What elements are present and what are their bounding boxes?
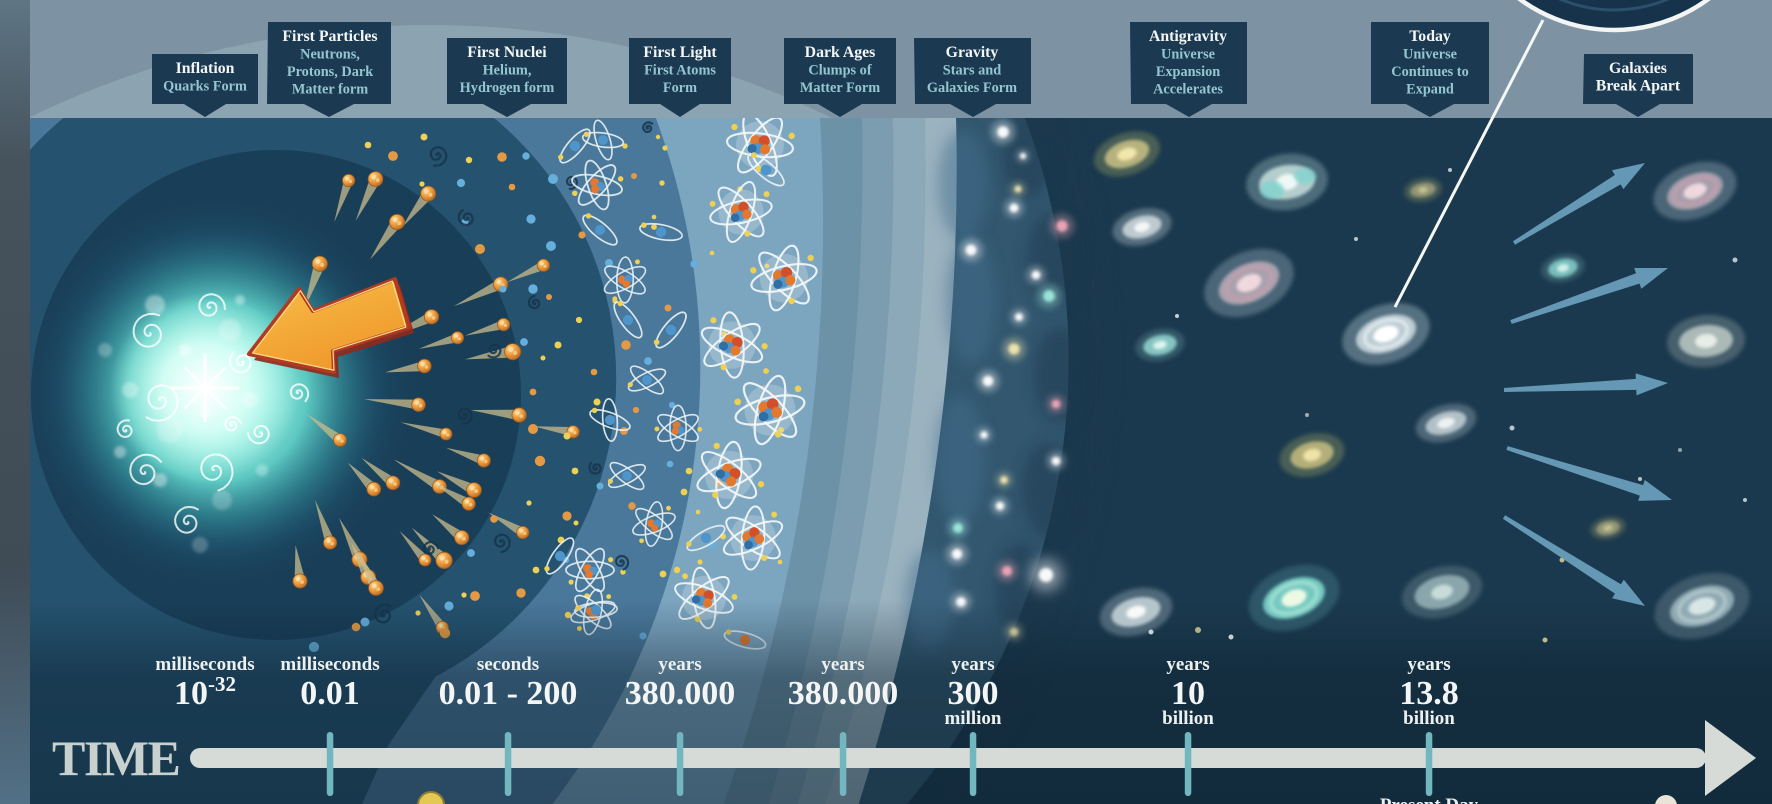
svg-text:years: years (821, 654, 864, 675)
svg-text:First Particles: First Particles (282, 28, 377, 45)
svg-text:0.01: 0.01 (300, 675, 360, 712)
svg-text:Stars and: Stars and (943, 63, 1001, 79)
svg-text:Protons, Dark: Protons, Dark (287, 64, 373, 80)
svg-text:380.000: 380.000 (788, 675, 899, 712)
svg-text:Clumps of: Clumps of (808, 63, 871, 79)
svg-text:TIME: TIME (52, 730, 179, 786)
svg-text:billion: billion (1403, 708, 1455, 729)
svg-text:Inflation: Inflation (176, 60, 235, 77)
svg-text:Present Day: Present Day (1380, 795, 1479, 804)
svg-text:milliseconds: milliseconds (155, 654, 254, 675)
svg-text:Neutrons,: Neutrons, (300, 47, 360, 63)
svg-text:300: 300 (948, 675, 999, 712)
svg-text:Matter form: Matter form (292, 82, 368, 98)
svg-text:0.01 - 200: 0.01 - 200 (439, 675, 578, 712)
svg-text:Antigravity: Antigravity (1149, 28, 1227, 45)
svg-text:Continues to: Continues to (1391, 64, 1468, 80)
svg-text:seconds: seconds (477, 654, 539, 675)
svg-text:13.8: 13.8 (1399, 675, 1459, 712)
svg-text:Accelerates: Accelerates (1153, 82, 1223, 98)
svg-text:billion: billion (1162, 708, 1214, 729)
svg-text:Quarks Form: Quarks Form (163, 79, 247, 95)
svg-text:million: million (944, 708, 1001, 729)
svg-text:Form: Form (663, 80, 697, 96)
svg-text:Galaxies Form: Galaxies Form (927, 80, 1017, 96)
svg-text:Matter Form: Matter Form (800, 80, 880, 96)
svg-text:First Nuclei: First Nuclei (467, 44, 547, 61)
svg-text:First Light: First Light (643, 44, 717, 61)
svg-text:Today: Today (1409, 28, 1451, 45)
svg-text:Helium,: Helium, (483, 63, 532, 79)
svg-text:Expand: Expand (1406, 82, 1454, 98)
svg-text:Gravity: Gravity (946, 44, 999, 61)
svg-text:Hydrogen form: Hydrogen form (460, 80, 555, 96)
svg-text:Universe: Universe (1403, 47, 1457, 63)
svg-text:Dark Ages: Dark Ages (805, 44, 876, 61)
svg-text:Universe: Universe (1161, 47, 1215, 63)
svg-text:First Atoms: First Atoms (644, 63, 716, 79)
svg-text:Break Apart: Break Apart (1596, 78, 1681, 95)
svg-text:years: years (951, 654, 994, 675)
svg-text:10: 10 (1171, 675, 1205, 712)
svg-text:Galaxies: Galaxies (1609, 60, 1667, 77)
svg-text:years: years (1166, 654, 1209, 675)
svg-text:380.000: 380.000 (625, 675, 736, 712)
svg-text:years: years (658, 654, 701, 675)
svg-text:Expansion: Expansion (1156, 64, 1220, 80)
svg-text:milliseconds: milliseconds (280, 654, 379, 675)
svg-text:years: years (1407, 654, 1450, 675)
